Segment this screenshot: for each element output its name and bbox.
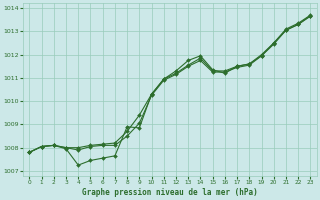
X-axis label: Graphe pression niveau de la mer (hPa): Graphe pression niveau de la mer (hPa) — [82, 188, 258, 197]
